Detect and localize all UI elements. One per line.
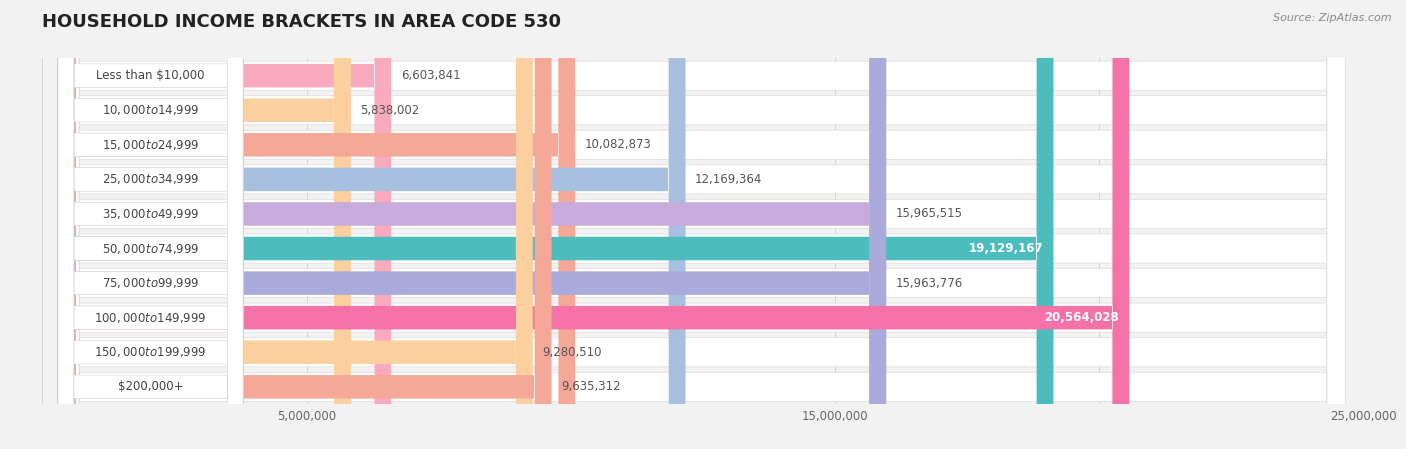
FancyBboxPatch shape: [59, 0, 886, 449]
Text: Source: ZipAtlas.com: Source: ZipAtlas.com: [1274, 13, 1392, 23]
FancyBboxPatch shape: [58, 0, 243, 449]
FancyBboxPatch shape: [60, 0, 1346, 449]
FancyBboxPatch shape: [60, 0, 1346, 449]
FancyBboxPatch shape: [58, 0, 243, 449]
Text: $35,000 to $49,999: $35,000 to $49,999: [101, 207, 200, 221]
FancyBboxPatch shape: [60, 0, 1346, 449]
FancyBboxPatch shape: [58, 0, 243, 449]
Text: 12,169,364: 12,169,364: [695, 173, 762, 186]
FancyBboxPatch shape: [58, 0, 243, 449]
FancyBboxPatch shape: [60, 0, 1346, 449]
FancyBboxPatch shape: [59, 0, 1053, 449]
Text: Less than $10,000: Less than $10,000: [96, 69, 205, 82]
Text: $15,000 to $24,999: $15,000 to $24,999: [101, 138, 200, 152]
Text: $200,000+: $200,000+: [118, 380, 183, 393]
FancyBboxPatch shape: [59, 0, 391, 449]
Text: HOUSEHOLD INCOME BRACKETS IN AREA CODE 530: HOUSEHOLD INCOME BRACKETS IN AREA CODE 5…: [42, 13, 561, 31]
Text: 10,082,873: 10,082,873: [585, 138, 651, 151]
Text: $150,000 to $199,999: $150,000 to $199,999: [94, 345, 207, 359]
Text: $100,000 to $149,999: $100,000 to $149,999: [94, 311, 207, 325]
Text: $75,000 to $99,999: $75,000 to $99,999: [101, 276, 200, 290]
FancyBboxPatch shape: [59, 0, 533, 449]
Text: 6,603,841: 6,603,841: [401, 69, 460, 82]
FancyBboxPatch shape: [58, 0, 243, 449]
FancyBboxPatch shape: [60, 0, 1346, 449]
Text: 15,963,776: 15,963,776: [896, 277, 963, 290]
Text: 19,129,167: 19,129,167: [969, 242, 1043, 255]
FancyBboxPatch shape: [60, 0, 1346, 449]
Text: $25,000 to $34,999: $25,000 to $34,999: [101, 172, 200, 186]
FancyBboxPatch shape: [58, 0, 243, 449]
FancyBboxPatch shape: [58, 0, 243, 449]
FancyBboxPatch shape: [58, 0, 243, 449]
FancyBboxPatch shape: [60, 0, 1346, 449]
FancyBboxPatch shape: [59, 0, 575, 449]
Text: 20,564,028: 20,564,028: [1045, 311, 1119, 324]
Text: 15,965,515: 15,965,515: [896, 207, 963, 220]
Text: 5,838,002: 5,838,002: [360, 104, 419, 117]
FancyBboxPatch shape: [58, 0, 243, 449]
FancyBboxPatch shape: [60, 0, 1346, 449]
FancyBboxPatch shape: [59, 0, 686, 449]
FancyBboxPatch shape: [60, 0, 1346, 449]
FancyBboxPatch shape: [59, 0, 352, 449]
Text: 9,635,312: 9,635,312: [561, 380, 620, 393]
Text: 9,280,510: 9,280,510: [543, 346, 602, 359]
Text: $10,000 to $14,999: $10,000 to $14,999: [101, 103, 200, 117]
FancyBboxPatch shape: [60, 0, 1346, 449]
FancyBboxPatch shape: [59, 0, 551, 449]
FancyBboxPatch shape: [58, 0, 243, 449]
FancyBboxPatch shape: [59, 0, 886, 449]
Text: $50,000 to $74,999: $50,000 to $74,999: [101, 242, 200, 255]
FancyBboxPatch shape: [59, 0, 1129, 449]
